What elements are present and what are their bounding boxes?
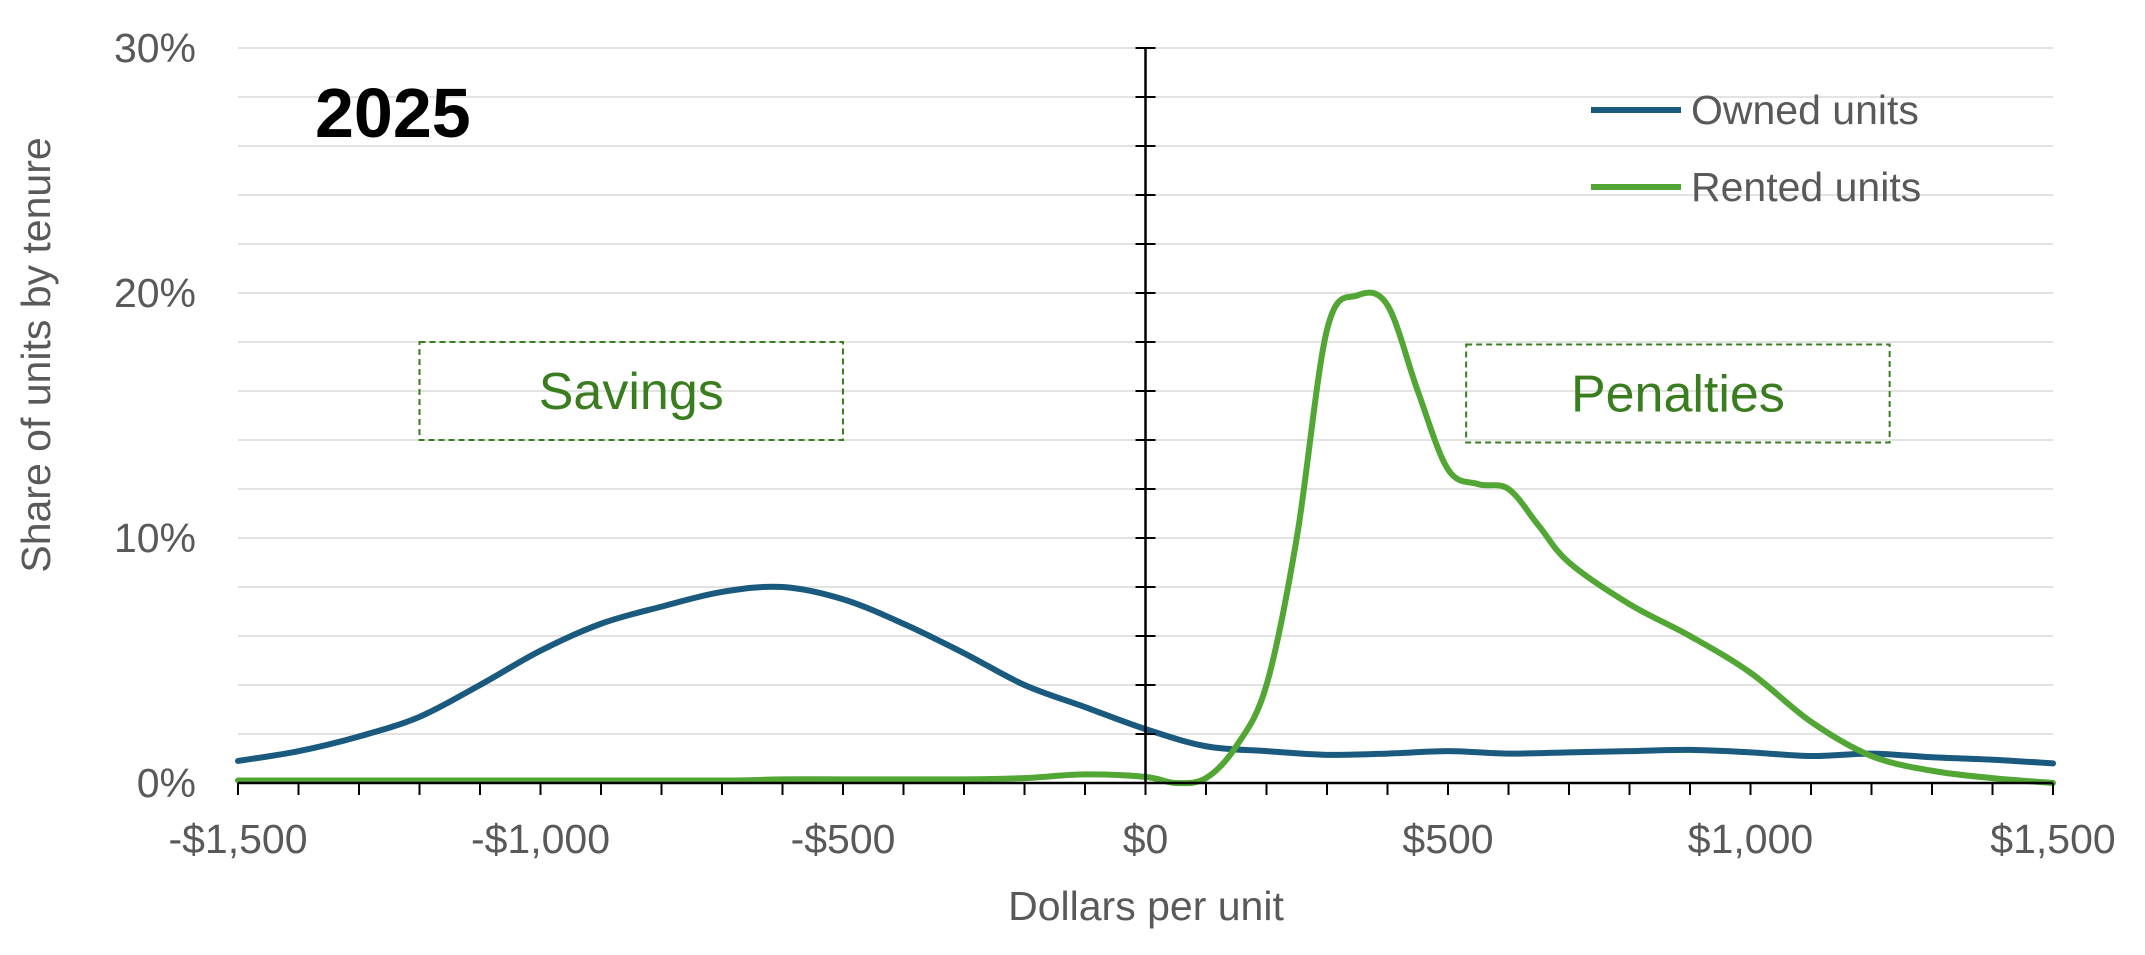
x-axis-title: Dollars per unit (1008, 883, 1284, 929)
legend-item-owned: Owned units (1591, 87, 1919, 133)
y-tick-label: 30% (114, 25, 196, 71)
series-line-owned (235, 583, 2056, 767)
annotation-label: Savings (539, 363, 724, 421)
series-line-rented (235, 289, 2056, 787)
x-tick-label: $1,000 (1688, 816, 1813, 862)
x-tick-label: $0 (1123, 816, 1169, 862)
x-tick-label: $500 (1402, 816, 1493, 862)
y-tick-label: 0% (137, 760, 196, 806)
legend-item-rented: Rented units (1591, 164, 1921, 210)
y-axis-title: Share of units by tenure (13, 137, 59, 572)
legend-label-rented: Rented units (1691, 164, 1921, 210)
x-tick-label: $1,500 (1990, 816, 2115, 862)
legend-label-owned: Owned units (1691, 87, 1919, 133)
y-tick-label: 10% (114, 515, 196, 561)
y-tick-label: 20% (114, 270, 196, 316)
year-label: 2025 (315, 74, 471, 152)
annotation-label: Penalties (1571, 365, 1785, 423)
series-lines (235, 289, 2056, 787)
axes (237, 47, 2054, 795)
x-tick-label: -$500 (791, 816, 896, 862)
annotation-box (1465, 343, 1891, 444)
tick-labels: -$1,500 -$1,000 -$500 $0 $500 $1,000 $1,500 0% 1… (114, 25, 2116, 862)
annotations: Savings Penalties (418, 341, 1891, 444)
legend: Owned units Rented units (1591, 87, 1921, 210)
annotation-box (418, 341, 844, 441)
x-tick-label: -$1,500 (168, 816, 307, 862)
x-tick-label: -$1,000 (471, 816, 610, 862)
